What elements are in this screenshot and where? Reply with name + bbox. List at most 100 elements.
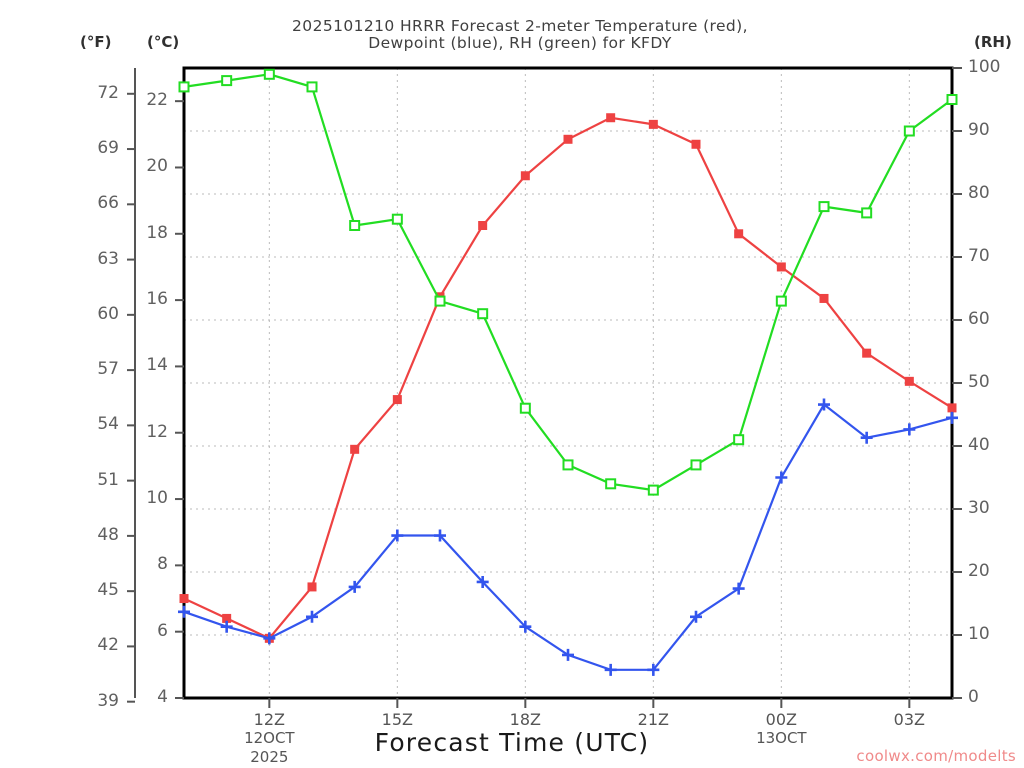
data-point-marker bbox=[860, 431, 873, 444]
data-point-marker bbox=[434, 529, 446, 542]
data-point-marker bbox=[563, 134, 573, 144]
x-axis-tick-label: 00Z bbox=[765, 710, 797, 729]
data-point-marker bbox=[476, 575, 489, 588]
gridlines bbox=[184, 68, 952, 698]
f-axis-tick-label: 42 bbox=[97, 635, 119, 656]
data-point-marker bbox=[946, 411, 958, 424]
f-axis-tick-label: 57 bbox=[97, 359, 119, 380]
series-2-meter-temperature bbox=[179, 113, 957, 643]
data-point-marker bbox=[775, 295, 787, 307]
data-point-marker bbox=[478, 221, 488, 230]
rh-axis-tick-label: 30 bbox=[968, 498, 990, 518]
data-point-marker bbox=[306, 610, 318, 623]
rh-axis-tick-label: 20 bbox=[968, 561, 990, 581]
x-axis-tick-label: 03Z bbox=[893, 710, 925, 729]
rh-axis-tick-label: 100 bbox=[968, 57, 1001, 77]
data-point-marker bbox=[775, 471, 788, 484]
c-axis-tick-label: 16 bbox=[146, 289, 168, 310]
data-point-marker bbox=[647, 663, 660, 676]
rh-axis-tick-label: 70 bbox=[968, 246, 990, 266]
data-point-marker bbox=[434, 295, 446, 307]
f-axis-tick-label: 45 bbox=[97, 580, 119, 601]
data-point-marker bbox=[647, 484, 659, 496]
data-point-marker bbox=[519, 402, 531, 414]
data-point-marker bbox=[734, 229, 744, 239]
data-point-marker bbox=[520, 171, 530, 181]
data-point-marker bbox=[349, 220, 361, 231]
chart-title: 2025101210 HRRR Forecast 2-meter Tempera… bbox=[120, 18, 920, 52]
data-point-marker bbox=[605, 478, 617, 490]
data-point-marker bbox=[862, 348, 872, 358]
left-axis-unit-fahrenheit: (°F) bbox=[80, 33, 112, 51]
data-point-marker bbox=[348, 580, 361, 593]
data-point-marker bbox=[604, 663, 617, 676]
data-point-marker bbox=[392, 395, 402, 405]
chart-title-line1: 2025101210 HRRR Forecast 2-meter Tempera… bbox=[292, 17, 748, 35]
data-point-marker bbox=[179, 594, 189, 604]
data-point-marker bbox=[220, 620, 233, 633]
data-point-marker bbox=[818, 398, 830, 411]
c-axis-tick-label: 10 bbox=[146, 488, 168, 509]
series-line bbox=[183, 116, 953, 640]
data-point-marker bbox=[606, 113, 616, 123]
x-axis-year-label: 2025 bbox=[250, 748, 289, 766]
f-axis-tick-label: 54 bbox=[97, 414, 119, 435]
series-line bbox=[183, 402, 953, 671]
rh-axis-tick-label: 0 bbox=[968, 687, 979, 707]
f-axis-tick-label: 72 bbox=[97, 82, 119, 103]
rh-axis-tick-label: 10 bbox=[968, 624, 990, 644]
f-axis-tick-label: 63 bbox=[97, 248, 119, 269]
c-axis-tick-label: 12 bbox=[146, 421, 168, 442]
data-point-marker bbox=[306, 81, 318, 93]
f-axis-tick-label: 60 bbox=[97, 303, 119, 324]
x-axis-date-label: 12OCT bbox=[244, 729, 295, 747]
rh-axis-tick-label: 50 bbox=[968, 372, 990, 392]
left-axis-unit-celsius: (°C) bbox=[147, 33, 180, 51]
c-axis-tick-label: 4 bbox=[157, 687, 168, 707]
data-point-marker bbox=[391, 529, 404, 542]
data-point-marker bbox=[946, 94, 958, 105]
data-series-layer bbox=[178, 68, 958, 676]
data-point-marker bbox=[519, 620, 532, 633]
data-point-marker bbox=[903, 125, 915, 137]
data-point-marker bbox=[732, 582, 745, 595]
data-point-marker bbox=[733, 434, 745, 446]
f-axis-tick-label: 69 bbox=[97, 138, 119, 159]
data-point-marker bbox=[904, 376, 914, 386]
x-axis-tick-label: 12Z bbox=[253, 710, 285, 729]
series-dewpoint bbox=[178, 398, 958, 676]
data-point-marker bbox=[818, 201, 830, 213]
x-axis-tick-label: 15Z bbox=[381, 710, 413, 729]
data-point-marker bbox=[861, 207, 873, 219]
chart-title-line2: Dewpoint (blue), RH (green) for KFDY bbox=[368, 34, 672, 52]
data-point-marker bbox=[562, 648, 574, 661]
data-point-marker bbox=[307, 582, 317, 592]
data-point-marker bbox=[350, 444, 360, 454]
c-axis-tick-label: 8 bbox=[157, 554, 168, 575]
data-point-marker bbox=[819, 293, 829, 303]
c-axis-tick-label: 6 bbox=[157, 620, 168, 641]
series-rh bbox=[178, 68, 958, 496]
x-axis-title: Forecast Time (UTC) bbox=[374, 728, 650, 757]
watermark: coolwx.com/modelts bbox=[856, 747, 1016, 765]
rh-axis-tick-label: 90 bbox=[968, 120, 990, 140]
data-point-marker bbox=[947, 403, 957, 413]
rh-axis-tick-label: 40 bbox=[968, 435, 990, 455]
rh-axis-tick-label: 80 bbox=[968, 183, 990, 203]
c-axis-tick-label: 18 bbox=[146, 222, 168, 243]
c-axis-tick-label: 14 bbox=[146, 355, 168, 376]
f-axis-tick-label: 39 bbox=[97, 690, 119, 711]
data-point-marker bbox=[648, 119, 658, 129]
data-point-marker bbox=[690, 610, 702, 623]
data-point-marker bbox=[222, 613, 232, 623]
data-point-marker bbox=[903, 423, 916, 436]
data-point-marker bbox=[178, 605, 190, 618]
data-point-marker bbox=[263, 68, 275, 80]
data-point-marker bbox=[776, 262, 786, 272]
data-point-marker bbox=[477, 308, 489, 320]
right-axis-unit-rh: (RH) bbox=[974, 33, 1012, 51]
f-axis-tick-label: 66 bbox=[97, 193, 119, 214]
c-axis-tick-label: 22 bbox=[146, 90, 168, 111]
